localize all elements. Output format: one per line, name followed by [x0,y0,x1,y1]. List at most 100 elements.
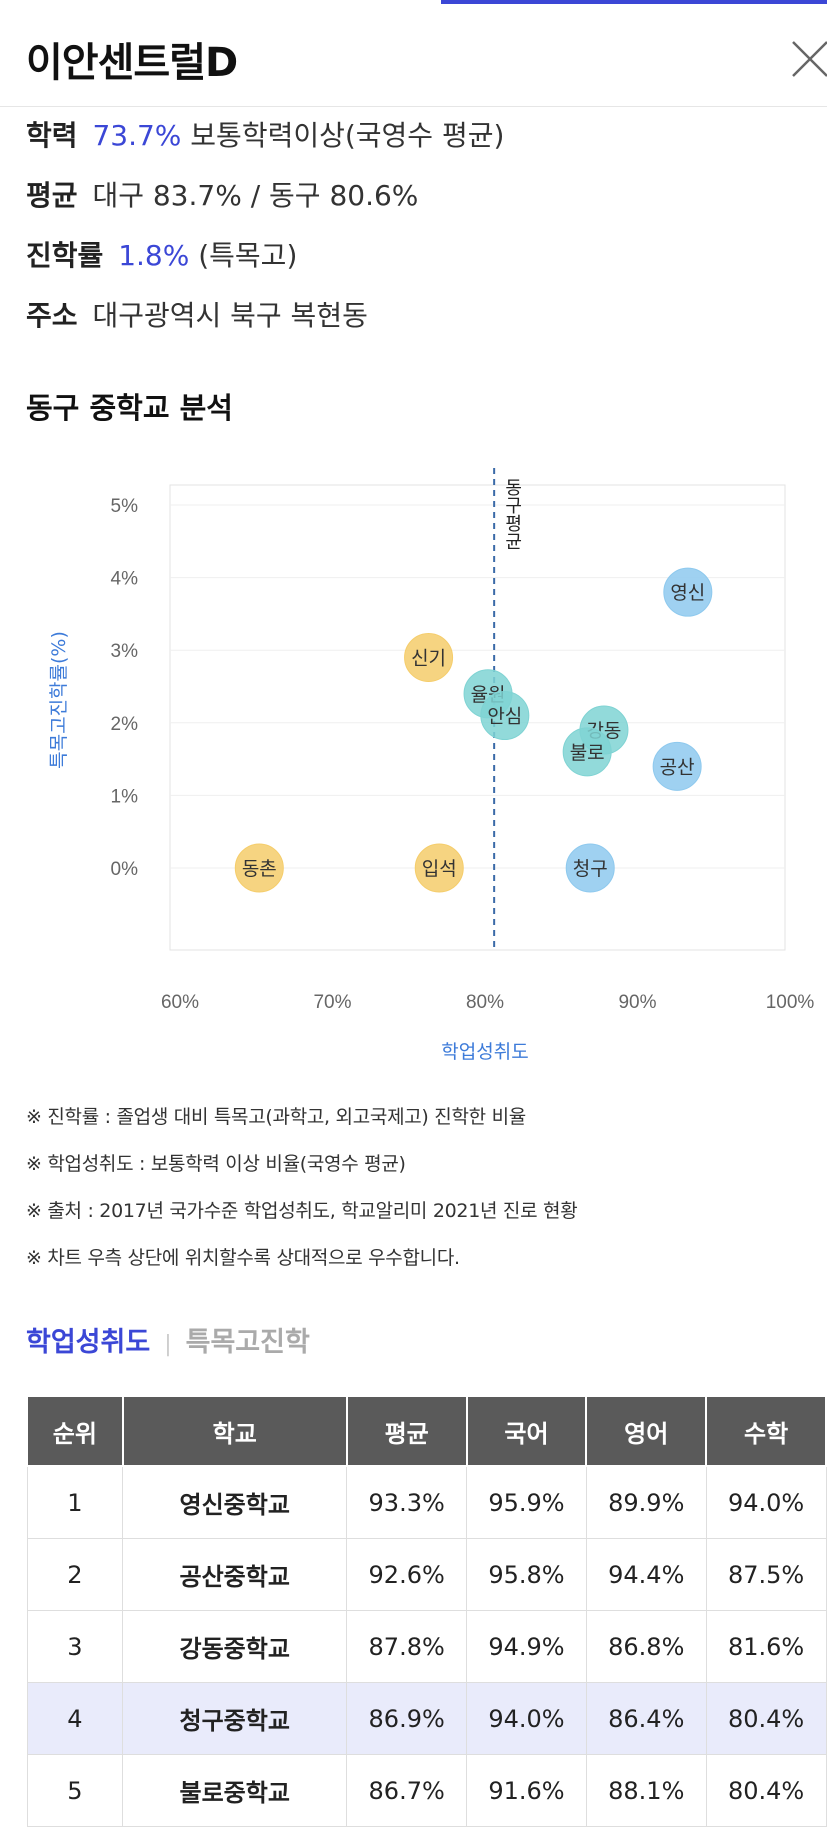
cell-rank: 4 [26,1682,124,1755]
cell-math: 81.6% [705,1610,827,1683]
tab-achievement[interactable]: 학업성취도 [26,1327,151,1358]
cell-korean: 91.6% [466,1754,587,1827]
average-row: 평균 대구 83.7% / 동구 80.6% [26,176,504,236]
cell-rank: 3 [26,1610,124,1683]
cell-english: 86.8% [585,1610,707,1683]
table-tabs: 학업성취도 | 특목고진학 [26,1320,310,1359]
cell-math: 94.0% [705,1465,827,1539]
cell-korean: 95.8% [466,1538,587,1611]
cell-rank: 5 [26,1754,124,1827]
table-row: 5 불로중학교 86.7% 91.6% 88.1% 80.4% [26,1754,827,1827]
cell-average: 93.3% [346,1465,468,1539]
note-source: ※ 출처 : 2017년 국가수준 학업성취도, 학교알리미 2021년 진로 … [26,1200,578,1222]
address-label: 주소 [26,299,78,332]
scatter-point [663,567,713,617]
scatter-point [652,741,702,791]
cell-korean: 94.9% [466,1610,587,1683]
cell-math: 87.5% [705,1538,827,1611]
x-tick-label: 70% [313,992,351,1013]
advancement-label: 진학률 [26,239,104,272]
cell-english: 86.4% [585,1682,707,1755]
address-text: 대구광역시 북구 복현동 [92,299,368,332]
scatter-point [480,691,530,741]
average-label: 평균 [26,179,78,212]
cell-math: 80.4% [705,1682,827,1755]
advancement-desc: (특목고) [198,239,298,272]
notes: ※ 진학률 : 졸업생 대비 특목고(과학고, 외고국제고) 진학한 비율 ※ … [26,1100,578,1288]
header-korean: 국어 [465,1395,588,1467]
note-position: ※ 차트 우측 상단에 위치할수록 상대적으로 우수합니다. [26,1247,460,1269]
advancement-row: 진학률 1.8% (특목고) [26,236,504,296]
active-tab-indicator [441,0,827,4]
table-row: 2 공산중학교 92.6% 95.8% 94.4% 87.5% [26,1538,827,1611]
achievement-desc: 보통학력이상(국영수 평균) [190,119,505,152]
scatter-point [414,843,464,893]
scatter-point [234,843,284,893]
header-rank: 순위 [26,1395,124,1467]
cell-average: 86.7% [346,1754,468,1827]
y-tick-label: 0% [111,859,139,880]
y-tick-label: 1% [111,786,139,807]
cell-school: 청구중학교 [122,1682,348,1755]
cell-english: 89.9% [585,1465,707,1539]
cell-rank: 2 [26,1538,124,1611]
plot-frame [169,484,786,951]
tab-special-school[interactable]: 특목고진학 [185,1327,310,1358]
header-english: 영어 [585,1395,708,1467]
table-row: 1 영신중학교 93.3% 95.9% 89.9% 94.0% [26,1465,827,1539]
point-label: 공산 [660,756,695,778]
tab-separator: | [164,1332,172,1357]
header: 이안센트럴D [0,4,827,107]
point-label: 동촌 [242,858,277,880]
cell-average: 87.8% [346,1610,468,1683]
cell-school: 영신중학교 [122,1465,348,1539]
y-tick-label: 5% [111,496,139,517]
point-label: 입석 [422,858,457,880]
point-label: 안심 [487,706,522,728]
x-tick-label: 60% [161,992,199,1013]
scatter-point [565,843,615,893]
table-header-row: 순위 학교 평균 국어 영어 수학 [26,1395,827,1467]
cell-korean: 95.9% [466,1465,587,1539]
page-title: 이안센트럴D [26,40,238,86]
point-label: 신기 [411,647,446,669]
achievement-value: 73.7% [92,119,182,152]
cell-rank: 1 [26,1465,124,1539]
average-text: 대구 83.7% / 동구 80.6% [92,179,419,212]
cell-average: 92.6% [346,1538,468,1611]
cell-english: 94.4% [585,1538,707,1611]
point-label: 영신 [670,582,705,604]
cell-average: 86.9% [346,1682,468,1755]
achievement-row: 학력 73.7% 보통학력이상(국영수 평균) [26,116,504,176]
x-tick-label: 80% [466,992,504,1013]
cell-math: 80.4% [705,1754,827,1827]
cell-school: 불로중학교 [122,1754,348,1827]
close-icon[interactable] [787,34,827,82]
cell-school: 강동중학교 [122,1610,348,1683]
scatter-chart: 0% 1% 2% 3% 4% 5% 60% 70% 80% 90% 100% 학업성취도 특목고진학률(… [48,468,815,1063]
point-label: 불로 [570,742,605,764]
scatter-point [562,727,612,777]
section-title: 동구 중학교 분석 [26,391,233,425]
note-achievement: ※ 학업성취도 : 보통학력 이상 비율(국영수 평균) [26,1153,406,1175]
x-tick-label: 100% [766,992,815,1013]
y-tick-label: 4% [111,569,139,590]
average-reference-label: 동구평균 [502,478,523,550]
cell-english: 88.1% [585,1754,707,1827]
achievement-label: 학력 [26,119,78,152]
y-tick-label: 2% [111,714,139,735]
header-average: 평균 [345,1395,468,1467]
x-tick-label: 90% [618,992,656,1013]
y-axis-title: 특목고진학률(%) [48,631,70,769]
table-row: 3 강동중학교 87.8% 94.9% 86.8% 81.6% [26,1610,827,1683]
address-row: 주소 대구광역시 북구 복현동 [26,296,504,356]
point-label: 청구 [573,858,608,880]
note-advancement: ※ 진학률 : 졸업생 대비 특목고(과학고, 외고국제고) 진학한 비율 [26,1106,526,1128]
ranking-table: 순위 학교 평균 국어 영어 수학 1 영신중학교 93.3% 95.9% 89… [26,1395,827,1827]
header-math: 수학 [705,1395,827,1467]
info-panel: 학력 73.7% 보통학력이상(국영수 평균) 평균 대구 83.7% / 동구… [26,116,504,356]
cell-korean: 94.0% [466,1682,587,1755]
cell-school: 공산중학교 [122,1538,348,1611]
y-tick-label: 3% [111,641,139,662]
advancement-value: 1.8% [118,239,190,272]
